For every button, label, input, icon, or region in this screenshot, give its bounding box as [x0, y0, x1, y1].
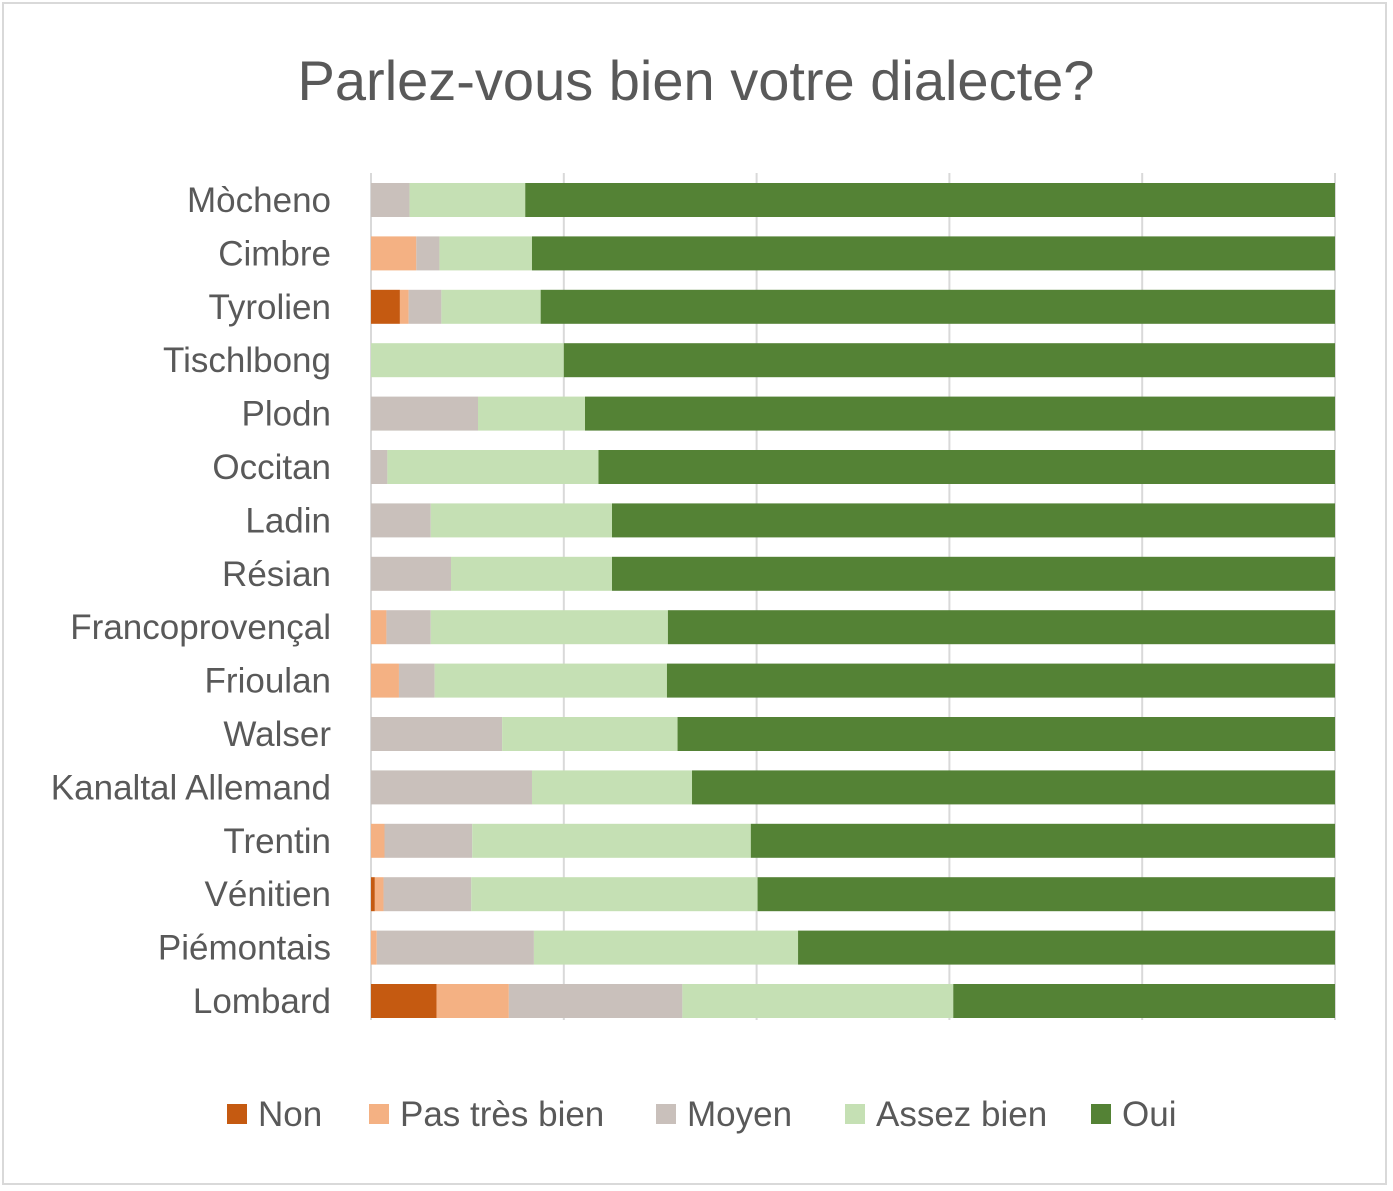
legend-item-pas-tres-bien: Pas très bien — [369, 1095, 604, 1134]
bar-segment-assez-bien-francoprovencal — [430, 610, 668, 645]
bar-segment-moyen-kanaltal-allemand — [371, 770, 532, 805]
bar-segment-assez-bien-ladin — [430, 503, 612, 538]
category-label-plodn: Plodn — [241, 395, 331, 434]
bar-segment-assez-bien-resian — [451, 556, 612, 591]
legend-label-oui: Oui — [1122, 1095, 1176, 1134]
bar-segment-oui-mocheno — [525, 183, 1335, 217]
legend-swatch-pas-tres-bien — [369, 1104, 389, 1124]
category-labels: Mòcheno Cimbre Tyrolien Tischlbong Plodn Occi… — [51, 181, 332, 1021]
bar-segment-moyen-lombard — [508, 984, 683, 1018]
category-label-mocheno: Mòcheno — [187, 181, 331, 220]
bar-segment-oui-trentin — [750, 823, 1335, 858]
legend-swatch-non — [227, 1104, 247, 1124]
legend-item-oui: Oui — [1091, 1095, 1176, 1134]
bar-segment-pas-tres-bien-tyrolien — [399, 289, 409, 324]
legend-label-assez-bien: Assez bien — [876, 1095, 1047, 1134]
category-label-resian: Résian — [222, 555, 331, 594]
bar-segment-assez-bien-frioulan — [434, 663, 667, 698]
chart-title: Parlez-vous bien votre dialecte? — [298, 49, 1095, 112]
bar-segment-non-venitien — [371, 877, 375, 912]
bar-segment-oui-kanaltal-allemand — [692, 770, 1335, 805]
bar-segment-moyen-francoprovencal — [386, 610, 431, 645]
bar-segment-moyen-walser — [371, 717, 503, 751]
bar-segment-pas-tres-bien-trentin — [371, 823, 385, 858]
bar-segment-assez-bien-tyrolien — [441, 289, 541, 324]
category-label-occitan: Occitan — [212, 448, 331, 487]
bar-segment-moyen-tyrolien — [408, 289, 442, 324]
legend-label-non: Non — [258, 1095, 322, 1134]
category-label-francoprovencal: Francoprovençal — [70, 608, 331, 647]
bar-segment-moyen-plodn — [371, 396, 479, 431]
category-label-tischlbong: Tischlbong — [163, 341, 331, 380]
bar-segment-pas-tres-bien-lombard — [436, 984, 509, 1018]
category-label-ladin: Ladin — [245, 501, 331, 540]
bar-segment-moyen-venitien — [383, 877, 472, 912]
bar-segment-pas-tres-bien-francoprovencal — [371, 610, 387, 645]
bar-segment-assez-bien-mocheno — [409, 183, 526, 217]
bar-segment-moyen-frioulan — [398, 663, 435, 698]
bar-segment-non-lombard — [371, 984, 437, 1018]
legend-label-pas-tres-bien: Pas très bien — [400, 1095, 604, 1134]
legend-swatch-assez-bien — [845, 1104, 865, 1124]
bar-segment-assez-bien-piemontais — [533, 930, 799, 965]
legend-item-non: Non — [227, 1095, 322, 1134]
legend-item-moyen: Moyen — [656, 1095, 792, 1134]
bar-segment-oui-lombard — [953, 984, 1335, 1018]
bar-segment-moyen-ladin — [371, 503, 431, 538]
bar-segment-assez-bien-kanaltal-allemand — [531, 770, 693, 805]
category-label-frioulan: Frioulan — [205, 662, 331, 701]
bar-segment-oui-francoprovencal — [667, 610, 1335, 645]
bar-segment-oui-piemontais — [798, 930, 1335, 965]
bar-segment-moyen-piemontais — [376, 930, 534, 965]
bar-segment-oui-venitien — [757, 877, 1335, 912]
bar-segment-pas-tres-bien-cimbre — [371, 236, 417, 271]
bar-segment-assez-bien-trentin — [472, 823, 751, 858]
bar-segment-moyen-trentin — [384, 823, 473, 858]
bars — [371, 183, 1335, 1018]
bar-segment-oui-cimbre — [531, 236, 1335, 271]
category-label-kanaltal-allemand: Kanaltal Allemand — [51, 768, 331, 807]
bar-segment-oui-frioulan — [666, 663, 1335, 698]
bar-segment-assez-bien-cimbre — [439, 236, 532, 271]
bar-segment-assez-bien-lombard — [682, 984, 954, 1018]
bar-segment-assez-bien-walser — [502, 717, 678, 751]
bar-segment-moyen-resian — [371, 556, 452, 591]
category-label-cimbre: Cimbre — [218, 234, 331, 273]
legend: Non Pas très bien Moyen Assez bien Oui — [227, 1095, 1176, 1134]
bar-segment-oui-plodn — [585, 396, 1335, 431]
bar-segment-oui-resian — [612, 556, 1335, 591]
category-label-trentin: Trentin — [223, 822, 331, 861]
category-label-lombard: Lombard — [193, 982, 331, 1021]
bar-segment-pas-tres-bien-piemontais — [371, 930, 377, 965]
bar-segment-oui-ladin — [612, 503, 1335, 538]
bar-segment-moyen-cimbre — [416, 236, 440, 271]
bar-segment-assez-bien-tischlbong — [371, 343, 564, 378]
bar-segment-assez-bien-occitan — [387, 450, 599, 484]
bar-segment-non-tyrolien — [371, 289, 400, 324]
bar-segment-pas-tres-bien-frioulan — [371, 663, 399, 698]
bar-segment-oui-tyrolien — [540, 289, 1335, 324]
bar-segment-assez-bien-plodn — [478, 396, 586, 431]
category-label-walser: Walser — [223, 715, 331, 754]
bar-segment-moyen-mocheno — [371, 183, 410, 217]
legend-label-moyen: Moyen — [687, 1095, 792, 1134]
category-label-tyrolien: Tyrolien — [208, 288, 331, 327]
bar-segment-oui-occitan — [598, 450, 1335, 484]
category-label-piemontais: Piémontais — [158, 929, 331, 968]
legend-swatch-moyen — [656, 1104, 676, 1124]
bar-segment-oui-tischlbong — [563, 343, 1335, 378]
bar-segment-assez-bien-venitien — [471, 877, 758, 912]
category-label-venitien: Vénitien — [205, 875, 331, 914]
bar-segment-pas-tres-bien-venitien — [374, 877, 384, 912]
legend-item-assez-bien: Assez bien — [845, 1095, 1047, 1134]
bar-segment-oui-walser — [677, 717, 1335, 751]
bar-segment-moyen-occitan — [371, 450, 388, 484]
legend-swatch-oui — [1091, 1104, 1111, 1124]
